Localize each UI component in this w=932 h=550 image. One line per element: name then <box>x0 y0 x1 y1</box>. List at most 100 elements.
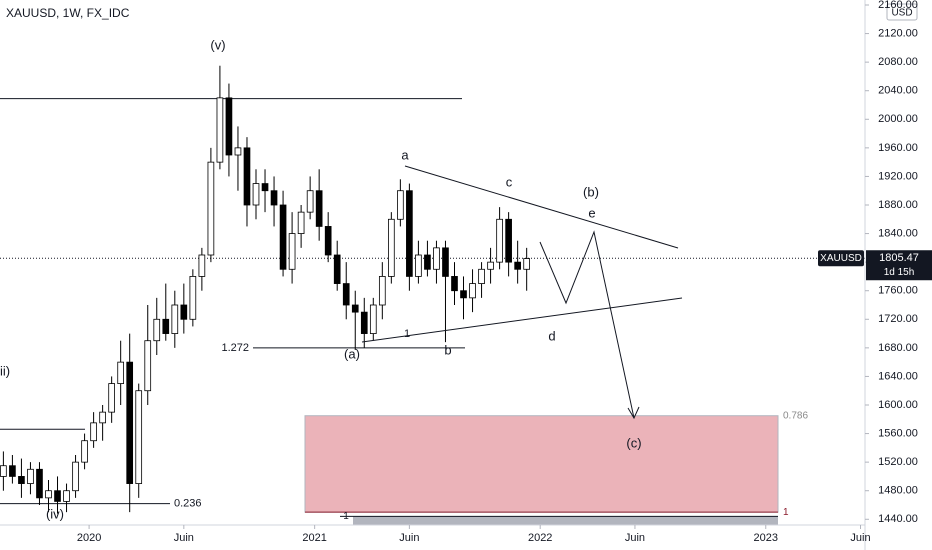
y-tick-label: 1640.00 <box>878 370 918 382</box>
wave-label: (iv) <box>46 506 64 521</box>
candle-body <box>117 361 125 384</box>
y-tick-label: 1960.00 <box>878 142 918 154</box>
zone-bottom-label: 1 <box>783 507 789 518</box>
candle-body <box>514 261 521 270</box>
wave-label: ii) <box>0 363 10 378</box>
candle-body <box>54 490 61 502</box>
candle-body <box>306 190 314 213</box>
wave-label: e <box>588 205 595 220</box>
candle-body <box>234 147 242 156</box>
candle-body <box>505 218 512 263</box>
candle-body <box>415 254 422 277</box>
candle-body <box>81 440 88 463</box>
wave-label: b <box>444 342 451 357</box>
candle-body <box>270 190 278 206</box>
candle-body <box>108 383 115 413</box>
candle-body <box>351 304 359 313</box>
candle-body <box>45 490 52 499</box>
wave-label: c <box>506 174 513 189</box>
candle-body <box>198 254 206 277</box>
x-tick-label: 2021 <box>302 532 326 544</box>
fib-level-label: 0.236 <box>174 497 202 509</box>
candle-body <box>288 233 296 270</box>
last-price-label: 1805.47 <box>879 252 919 264</box>
plot-area: 0.786 1 1 1.272 0.236 (v) (iv) ii) (a) a b c d e (b) (c… <box>0 37 865 525</box>
candle-body <box>162 318 170 334</box>
candle-body <box>442 247 449 277</box>
wave-label: d <box>548 328 555 343</box>
chart-title: XAUUSD, 1W, FX_IDC <box>6 6 130 20</box>
y-tick-label: 1520.00 <box>878 456 918 468</box>
candle-body <box>397 190 404 220</box>
x-tick-label: Juin <box>399 532 419 544</box>
candle-body <box>342 283 350 306</box>
candle-body <box>424 254 431 270</box>
candle-body <box>406 190 413 277</box>
gray-zone-label: 1 <box>343 511 349 522</box>
candle-body <box>72 461 79 492</box>
wave-label: a <box>401 147 409 162</box>
candle-body <box>324 226 332 256</box>
y-tick-label: 1720.00 <box>878 313 918 325</box>
candle-body <box>216 97 224 163</box>
candle-body <box>90 422 97 442</box>
candle-body <box>378 276 386 306</box>
candle-body <box>487 261 494 270</box>
candle-body <box>243 147 251 206</box>
candle-body <box>433 247 440 270</box>
last-price-box <box>866 250 932 281</box>
candle-body <box>279 204 287 270</box>
candle-body <box>144 340 152 392</box>
candle-body <box>9 465 16 477</box>
symbol-tag-box <box>818 250 864 267</box>
y-tick-label: 2120.00 <box>878 27 918 39</box>
candle-body <box>189 276 197 320</box>
candle-body <box>99 411 106 424</box>
y-tick-label: 2080.00 <box>878 56 918 68</box>
candle-body <box>523 258 531 270</box>
trendline <box>361 297 683 343</box>
y-tick-label: 1880.00 <box>878 199 918 211</box>
y-tick-label: 1840.00 <box>878 227 918 239</box>
y-tick-label: 2040.00 <box>878 85 918 97</box>
candle-body <box>333 254 341 284</box>
candle-body <box>460 290 467 299</box>
target-zone <box>304 415 779 513</box>
projection-path <box>539 230 635 419</box>
candle-body <box>225 97 233 156</box>
candle-body <box>261 183 269 192</box>
y-tick-label: 1680.00 <box>878 342 918 354</box>
candle-body <box>180 304 188 320</box>
y-tick-label: 1600.00 <box>878 399 918 411</box>
wave-label: (b) <box>583 184 599 199</box>
currency-box <box>886 3 918 21</box>
y-tick-label: 1920.00 <box>878 170 918 182</box>
candle-body <box>135 390 143 484</box>
candle-body <box>496 218 503 263</box>
y-tick-label: 1480.00 <box>878 485 918 497</box>
candle-body <box>388 218 395 277</box>
wave-label: 1 <box>404 328 410 340</box>
candle-body <box>360 311 368 334</box>
candle-body <box>18 476 25 484</box>
candle-body <box>451 276 458 292</box>
wave-label: (c) <box>626 435 641 450</box>
candle-body <box>126 361 134 484</box>
candle-body <box>63 490 70 502</box>
gray-zone <box>353 516 778 525</box>
candle-body <box>478 268 485 284</box>
x-tick-label: Juin <box>850 532 870 544</box>
x-tick-label: 2022 <box>528 532 552 544</box>
wave-label: (v) <box>210 37 225 52</box>
fib-level-label: 1.272 <box>221 342 249 354</box>
candle-body <box>252 183 260 206</box>
zone-top-label: 0.786 <box>783 410 808 421</box>
x-tick-label: Juin <box>625 532 645 544</box>
candle-body <box>27 468 34 484</box>
candle-body <box>369 304 377 334</box>
candle-body <box>207 161 215 256</box>
projection-arrow <box>627 406 640 420</box>
trendline <box>404 165 679 249</box>
x-tick-label: 2023 <box>754 532 778 544</box>
